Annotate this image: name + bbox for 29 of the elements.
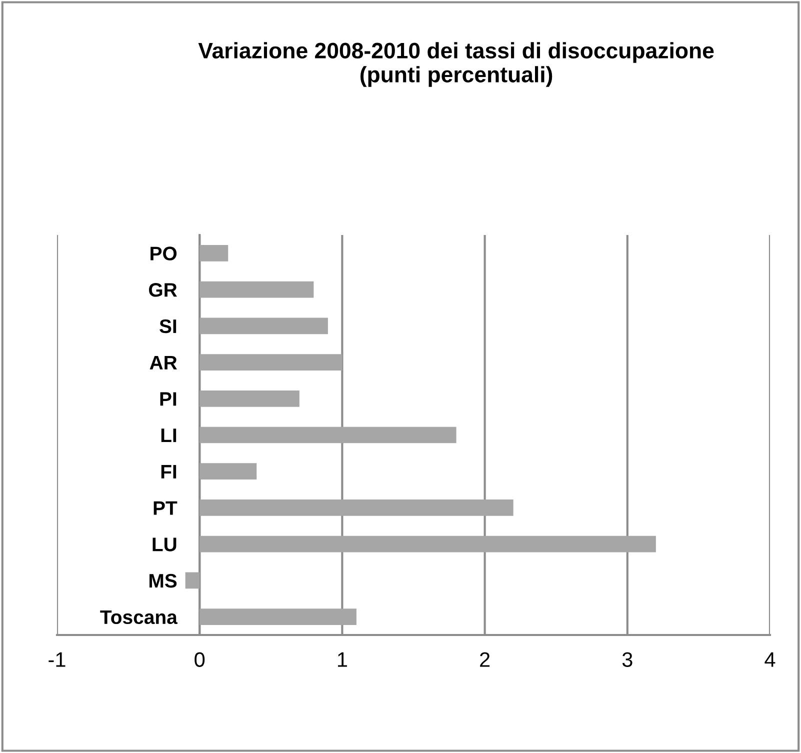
x-tick-label: 4 [764,652,776,667]
y-tick-label: PT [154,501,178,515]
bar [200,281,314,298]
bar [200,390,300,407]
y-tick-label: MS [150,574,177,588]
bar [200,500,514,516]
y-tick-label: GR [149,283,177,297]
y-tick-label: PO [150,246,177,260]
bar [200,536,656,552]
x-tick-label: 3 [622,652,632,667]
x-tick-label: -1 [48,652,66,667]
bar [200,608,356,625]
y-tick-label: PI [160,392,176,406]
y-tick-label: LU [152,538,176,552]
chart-title: Variazione 2008-2010 dei tassi di disoccupazione (punti percentuali) [198,42,714,87]
bar [200,463,257,480]
bar [185,572,200,589]
y-tick-label: AR [150,356,177,370]
bar [200,318,328,334]
y-tick-label: SI [160,319,176,334]
y-tick-label: FI [161,465,176,478]
x-tick-label: 0 [194,652,205,667]
y-tick-label: Toscana [100,610,178,624]
y-tick-label: LI [161,428,176,442]
x-tick-label: 2 [480,652,490,667]
bar [200,426,456,444]
x-tick-label: 1 [338,652,347,667]
bar [200,354,342,370]
bar [200,245,228,262]
